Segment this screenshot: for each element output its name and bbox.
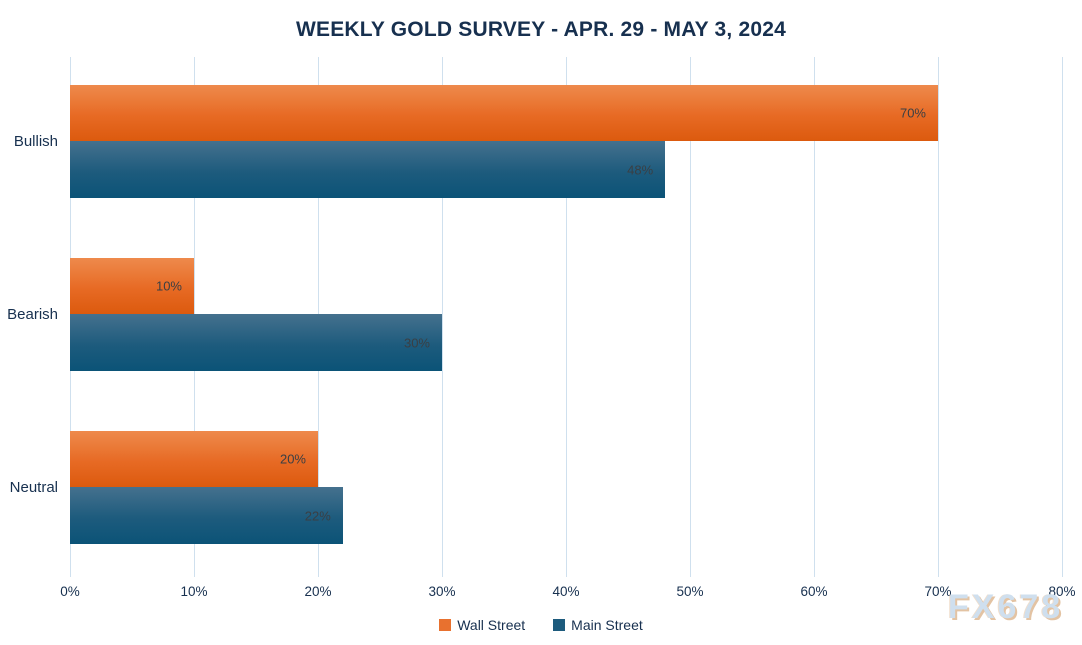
bar-group-bearish: 10% 30% — [70, 258, 1062, 371]
legend-swatch-icon — [439, 619, 452, 631]
chart-title: WEEKLY GOLD SURVEY - APR. 29 - MAY 3, 20… — [295, 18, 787, 41]
gridline-30% — [442, 57, 443, 577]
legend-label: Wall Street — [457, 617, 526, 633]
legend-item-main-street: Main Street — [553, 617, 643, 633]
category-label-bearish: Bearish — [7, 305, 58, 323]
bar-group-neutral: 20% 22% — [70, 431, 1062, 544]
bar-value-label: 20% — [279, 451, 306, 467]
x-tick-label-70%: 70% — [924, 584, 952, 599]
bar-value-label: 70% — [899, 105, 926, 121]
x-tick-label-20%: 20% — [304, 584, 332, 599]
plot-area: 70% 48% 10% 30% 20% 22% — [70, 57, 1063, 577]
gridline-80% — [1062, 57, 1063, 577]
bar-value-label: 30% — [403, 335, 430, 350]
category-label-bullish: Bullish — [13, 132, 58, 150]
watermark: FX678 — [948, 588, 1064, 626]
bar-main-street-neutral: 22% — [70, 487, 343, 544]
gridline-70% — [938, 57, 939, 577]
gridline-40% — [566, 57, 567, 577]
bar-value-label: 48% — [627, 162, 654, 177]
bar-value-label: 22% — [304, 508, 331, 523]
x-tick-label-10%: 10% — [180, 584, 208, 599]
bar-wall-street-neutral: 20% — [70, 431, 318, 487]
x-tick-label-60%: 60% — [800, 584, 828, 599]
bar-value-label: 10% — [155, 278, 182, 294]
x-tick-label-40%: 40% — [552, 584, 580, 599]
legend-swatch-icon — [553, 619, 566, 631]
legend-item-wall-street: Wall Street — [439, 617, 525, 633]
bar-main-street-bearish: 30% — [70, 314, 442, 371]
bar-main-street-bullish: 48% — [70, 141, 666, 198]
x-tick-label-80%: 80% — [1048, 584, 1076, 599]
bar-wall-street-bearish: 10% — [70, 258, 194, 314]
gridline-60% — [814, 57, 815, 577]
x-tick-label-50%: 50% — [676, 584, 704, 599]
x-tick-label-30%: 30% — [428, 584, 456, 599]
legend: Wall Street Main Street — [0, 617, 1082, 633]
bar-wall-street-bullish: 70% — [70, 85, 938, 141]
legend-label: Main Street — [571, 617, 643, 633]
bar-group-bullish: 70% 48% — [70, 85, 1062, 198]
x-tick-label-0%: 0% — [60, 584, 80, 599]
category-label-neutral: Neutral — [9, 478, 58, 496]
gridline-50% — [690, 57, 691, 577]
